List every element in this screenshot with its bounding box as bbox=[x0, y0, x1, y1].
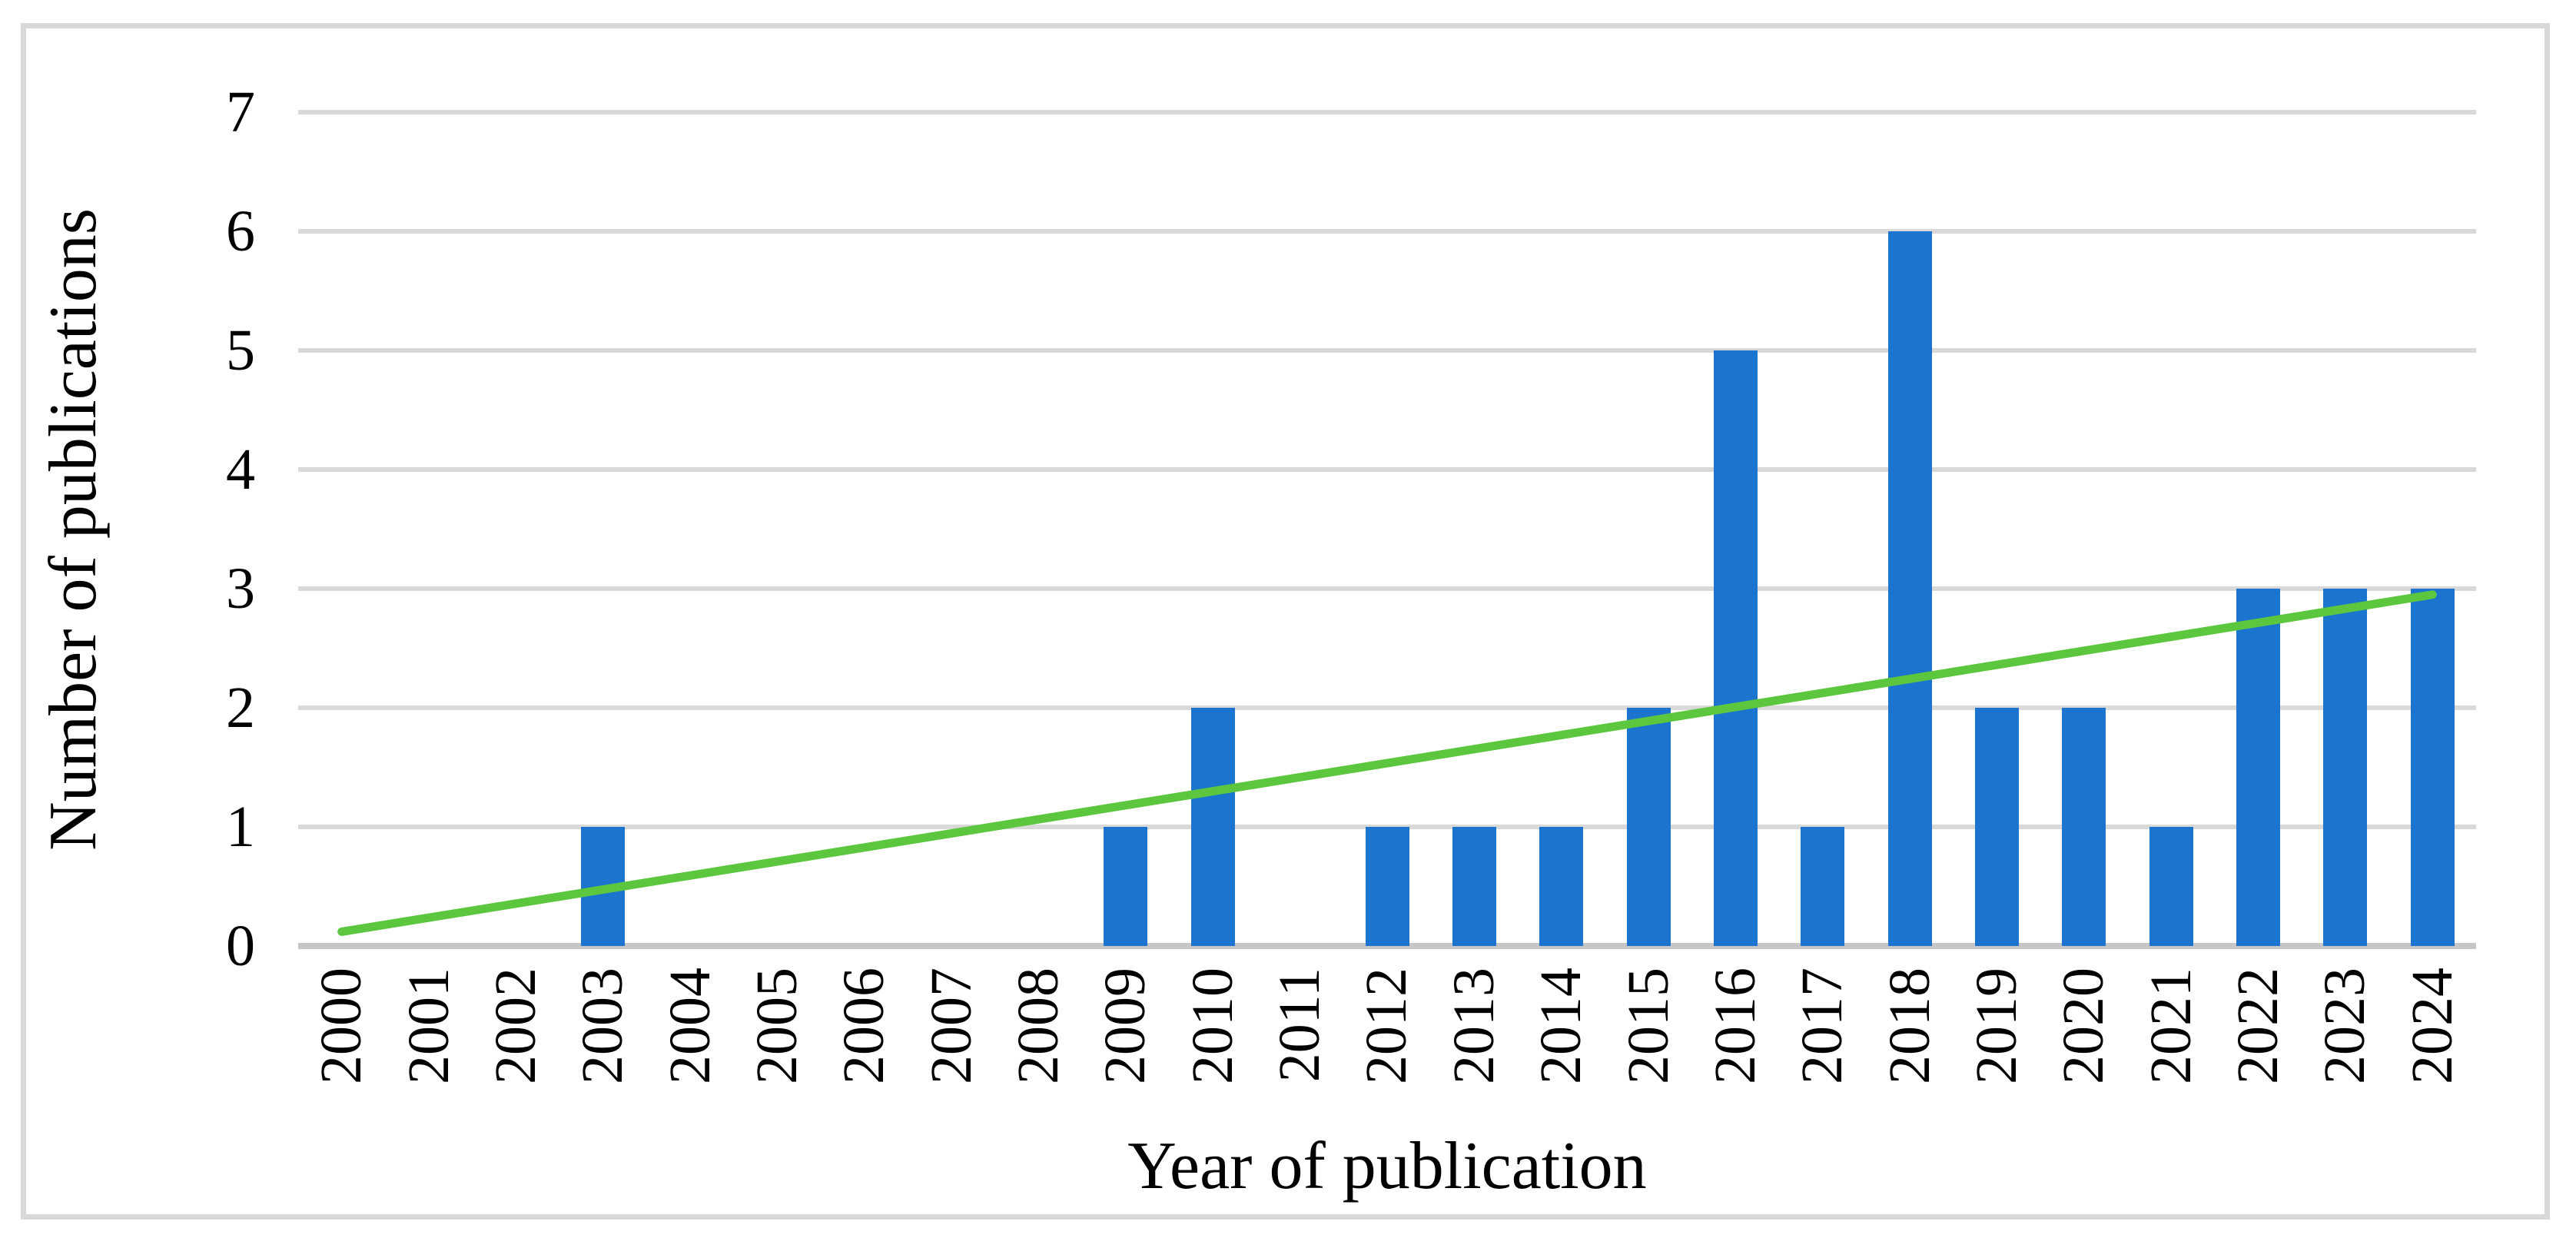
y-axis-title: Number of publications bbox=[35, 207, 111, 851]
bar-2013 bbox=[1452, 827, 1496, 946]
bar-2009 bbox=[1104, 827, 1148, 946]
y-tick-label-2: 2 bbox=[226, 675, 255, 740]
y-tick-label-5: 5 bbox=[226, 318, 255, 383]
bar-2012 bbox=[1365, 827, 1409, 946]
y-tick-label-1: 1 bbox=[226, 795, 255, 859]
figure-border bbox=[21, 23, 2550, 1220]
gridline-y5 bbox=[298, 348, 2476, 353]
y-tick-label-7: 7 bbox=[226, 80, 255, 144]
y-tick-label-6: 6 bbox=[226, 199, 255, 264]
plot-area bbox=[298, 110, 2476, 949]
y-tick-label-3: 3 bbox=[226, 556, 255, 621]
bar-2019 bbox=[1975, 708, 2020, 946]
gridline-y3 bbox=[298, 586, 2476, 591]
y-tick-label-4: 4 bbox=[226, 437, 255, 502]
gridline-y7 bbox=[298, 110, 2476, 115]
bar-2015 bbox=[1626, 708, 1671, 946]
trendline bbox=[337, 590, 2437, 936]
gridline-y4 bbox=[298, 467, 2476, 472]
x-axis-title: Year of publication bbox=[1127, 1129, 1647, 1203]
y-tick-label-0: 0 bbox=[226, 914, 255, 978]
gridline-y6 bbox=[298, 229, 2476, 234]
y-axis-title-box: Number of publications bbox=[23, 112, 123, 946]
bar-2021 bbox=[2149, 827, 2193, 946]
bar-2010 bbox=[1190, 708, 1235, 946]
bar-2024 bbox=[2410, 589, 2455, 946]
bar-2017 bbox=[1801, 827, 1845, 946]
bar-2023 bbox=[2323, 589, 2368, 946]
bar-2018 bbox=[1887, 231, 1932, 946]
bar-2016 bbox=[1713, 350, 1758, 946]
bar-2014 bbox=[1539, 827, 1584, 946]
bar-2022 bbox=[2236, 589, 2281, 946]
bar-2020 bbox=[2062, 708, 2106, 946]
x-axis-line bbox=[298, 943, 2476, 949]
gridline-y2 bbox=[298, 705, 2476, 710]
